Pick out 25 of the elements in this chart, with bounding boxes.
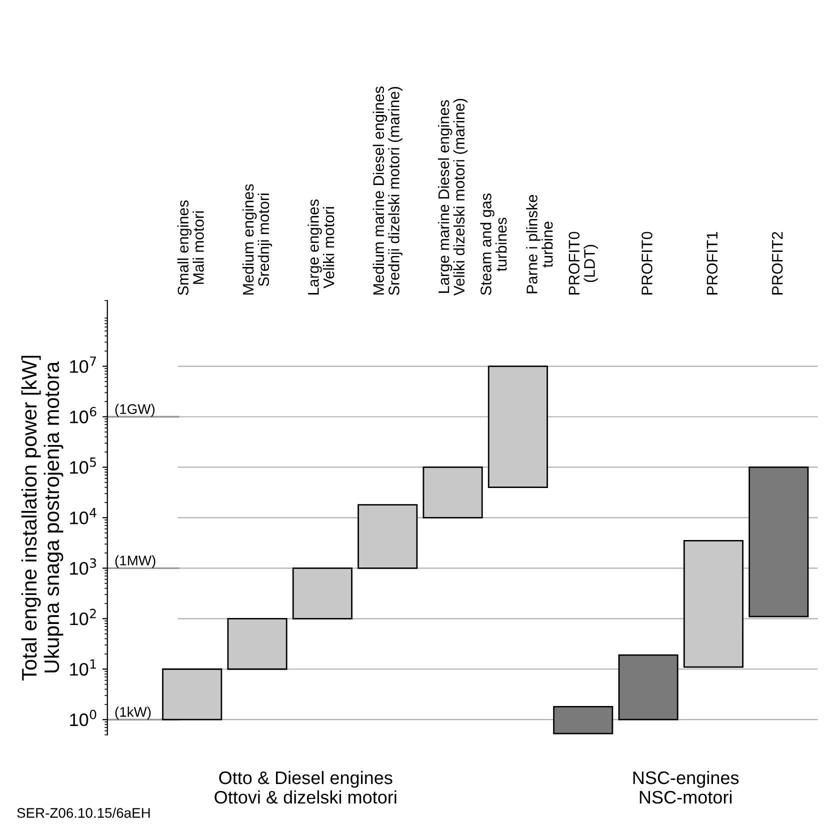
x-tick-label: PROFIT0 <box>642 232 652 294</box>
category-label: Steam and gas turbines Parne i plinske turbine <box>480 194 553 296</box>
x-tick-label: PROFIT0 (LDT) <box>568 232 598 294</box>
y-axis-title: Total engine installation power [kW] Ukupna snaga postrojenja motora <box>21 356 64 680</box>
x-tick-label: Medium engines Srednji motori <box>242 184 272 294</box>
y-tick-label: 10$^{0}$ <box>70 710 96 726</box>
y-tick-label: 10$^{3}$ <box>70 558 96 575</box>
text: SER-Z06.10.15/6aEH <box>17 808 150 818</box>
y-tick-label: 10$^{5}$ <box>70 458 96 474</box>
x-tick-label: PROFIT2 <box>772 232 783 294</box>
text: NSC-engines NSC-motori <box>633 770 739 804</box>
x-tick-label: Small engines Mali motori <box>177 200 204 296</box>
x-tick-label: PROFIT1 <box>706 232 718 294</box>
ref-line-label: (1GW) <box>115 404 155 417</box>
y-tick-label: 10$^{2}$ <box>70 608 96 626</box>
x-tick-label: Medium marine Diesel engines Srednji dizelski motori (marine) <box>372 86 402 296</box>
x-tick-label: Large marine Diesel engines Veliki dizelski motori (marine) <box>438 98 468 296</box>
ref-line-label: (1kW) <box>115 706 151 720</box>
y-tick-label: 10$^{4}$ <box>70 508 96 524</box>
x-tick-label: Large engines Veliki motori <box>308 199 334 294</box>
y-tick-label: 10$^{7}$ <box>70 356 96 373</box>
text: Otto & Diesel engines Ottovi & dizelski motori <box>214 770 396 804</box>
ref-line-label: (1MW) <box>115 555 156 568</box>
y-tick-label: 10$^{6}$ <box>70 406 96 424</box>
y-tick-label: 10$^{1}$ <box>70 659 96 676</box>
